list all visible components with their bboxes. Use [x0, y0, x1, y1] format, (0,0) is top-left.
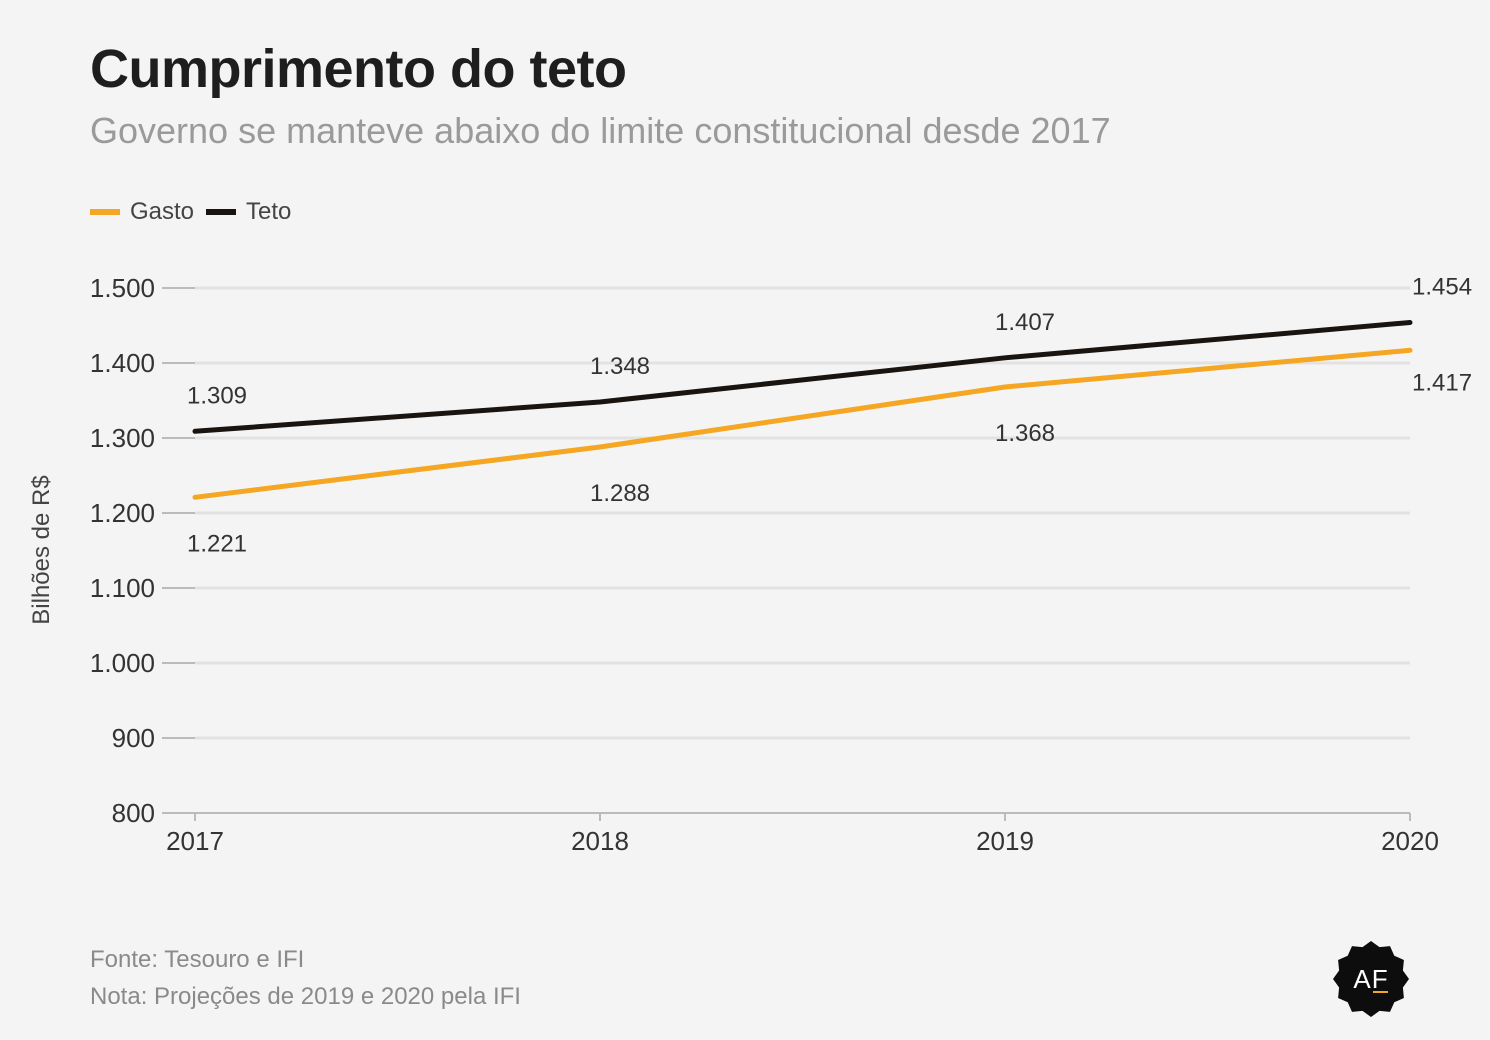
data-label-teto: 1.309 — [187, 382, 247, 409]
data-label-teto: 1.407 — [995, 309, 1055, 336]
line-chart: 800 900 1.000 1.100 1.200 1.300 1.400 1.500 2017… — [28, 273, 1472, 856]
y-axis-label: Bilhões de R$ — [28, 475, 55, 624]
y-tick-label: 900 — [112, 723, 155, 753]
data-label-gasto: 1.417 — [1412, 369, 1472, 396]
legend-label-gasto: Gasto — [130, 198, 195, 225]
chart-title: Cumprimento do teto — [90, 39, 627, 99]
series-line-teto — [192, 320, 1413, 434]
x-tick-label: 2019 — [976, 826, 1034, 856]
x-tick-label: 2020 — [1381, 826, 1439, 856]
logo-letter-a: A — [1353, 963, 1372, 994]
y-tick-label: 1.000 — [90, 648, 155, 678]
y-tick-label: 1.200 — [90, 498, 155, 528]
series-line-gasto — [192, 347, 1413, 500]
data-label-teto: 1.348 — [590, 353, 650, 380]
logo-letter-f: F — [1371, 963, 1389, 994]
legend: Gasto Teto — [90, 198, 303, 226]
y-tick-label: 1.300 — [90, 423, 155, 453]
data-label-gasto: 1.221 — [187, 530, 247, 557]
y-tick-label: 800 — [112, 798, 155, 828]
projection-note: Nota: Projeções de 2019 e 2020 pela IFI — [90, 983, 521, 1010]
y-tick-label: 1.400 — [90, 348, 155, 378]
legend-swatch-gasto — [90, 209, 120, 215]
data-label-teto: 1.454 — [1412, 274, 1472, 301]
data-label-gasto: 1.368 — [995, 420, 1055, 447]
chart-subtitle: Governo se manteve abaixo do limite cons… — [90, 110, 1111, 151]
badge-shape-icon — [1333, 941, 1409, 1017]
y-tick-label: 1.100 — [90, 573, 155, 603]
data-label-gasto: 1.288 — [590, 480, 650, 507]
x-tick-label: 2018 — [571, 826, 629, 856]
source-note: Fonte: Tesouro e IFI — [90, 946, 305, 973]
legend-item-gasto: Gasto — [90, 198, 194, 226]
legend-label-teto: Teto — [246, 198, 292, 225]
x-tick-label: 2017 — [166, 826, 224, 856]
y-tick-label: 1.500 — [90, 273, 155, 303]
legend-item-teto: Teto — [206, 198, 291, 226]
legend-swatch-teto — [206, 209, 237, 215]
